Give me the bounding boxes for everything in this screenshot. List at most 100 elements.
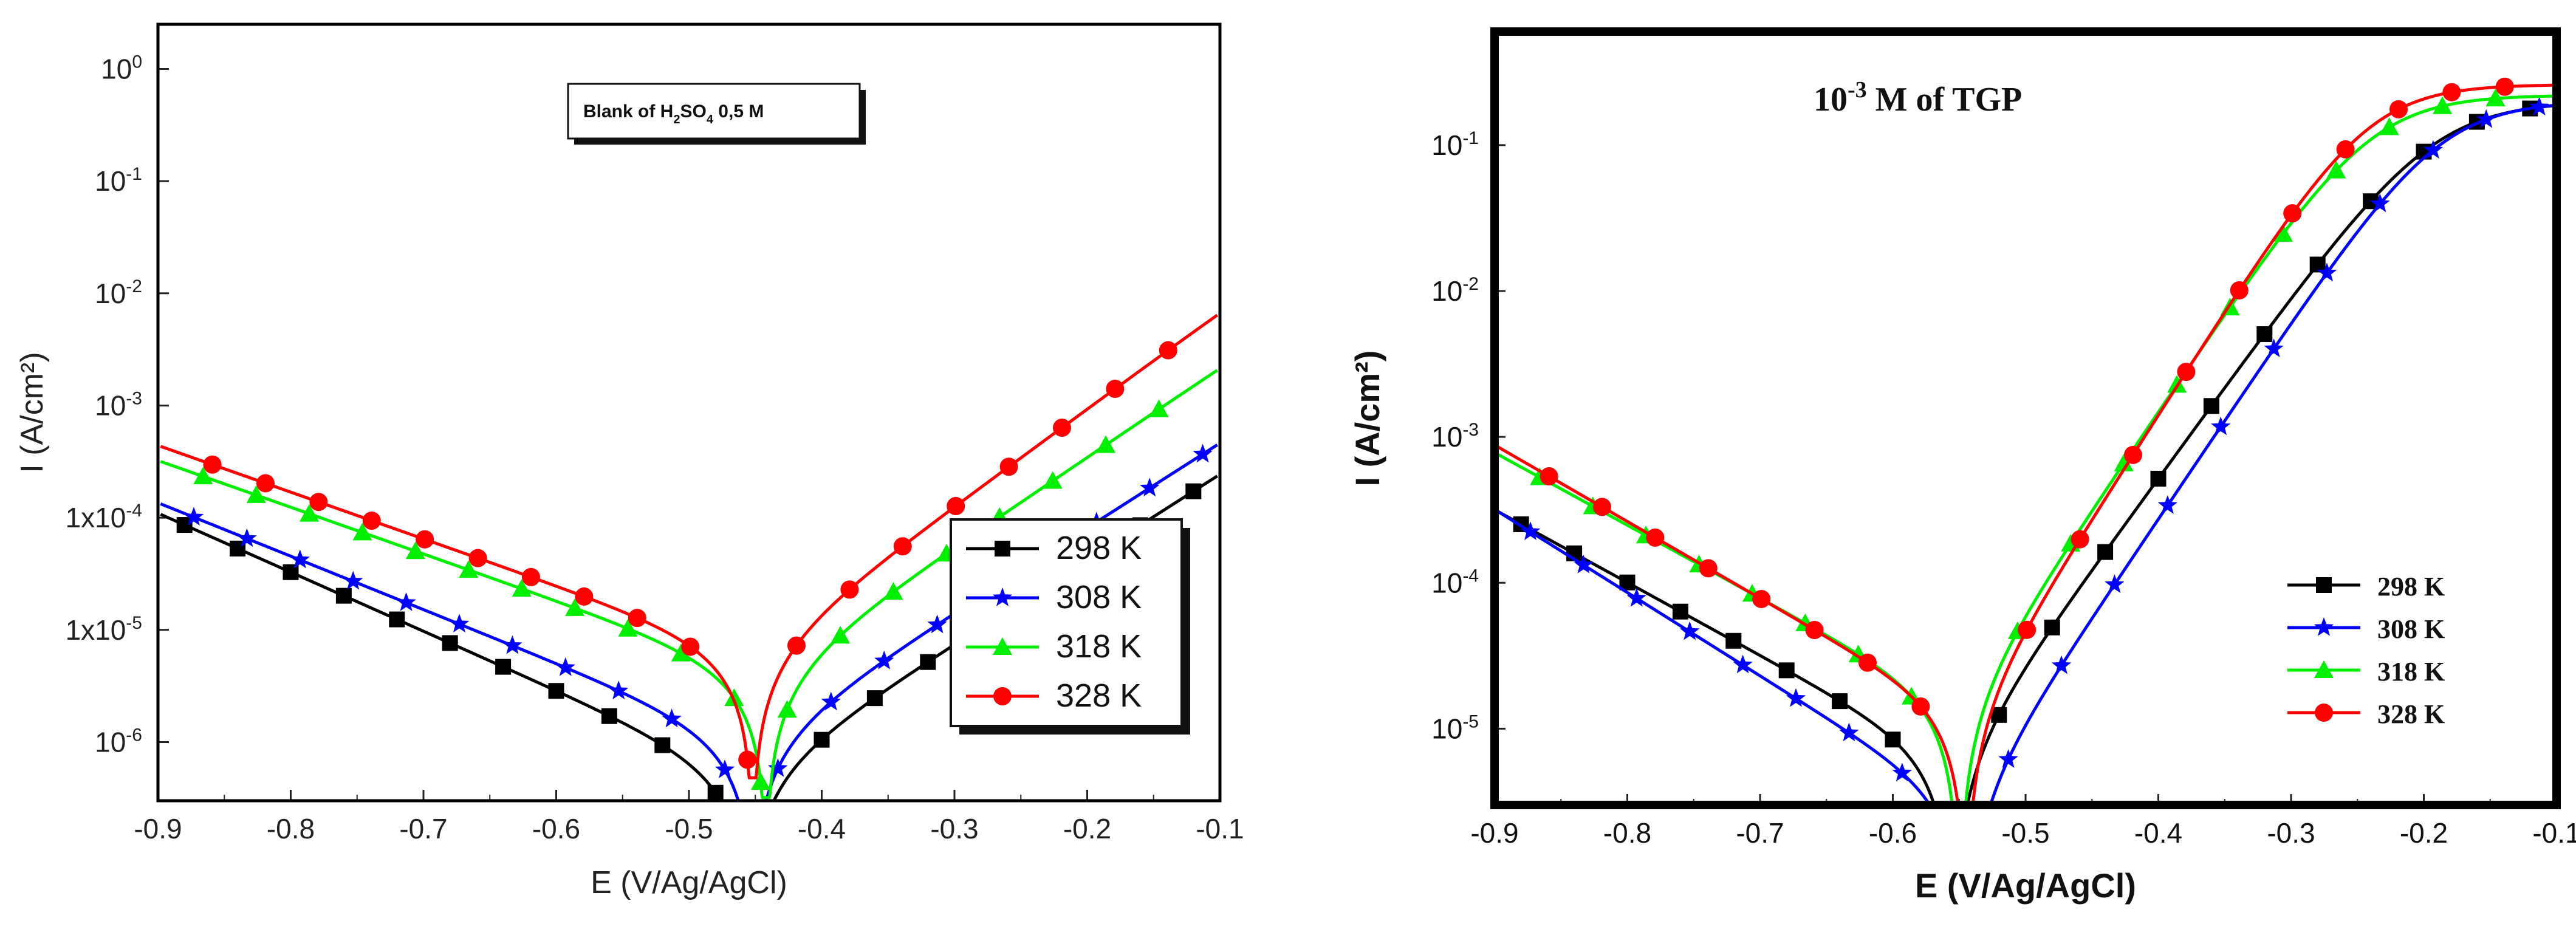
x-tick-label: -0.8 [267, 813, 315, 844]
legend-label: 328 K [2377, 699, 2445, 729]
data-point [1540, 467, 1558, 486]
data-point [1858, 653, 1877, 672]
plot-frame [156, 22, 1222, 803]
data-point [1885, 731, 1901, 748]
data-point [738, 838, 757, 857]
chart-panel-2: -0.9 -0.8 -0.7 -0.6 -0.5 -0.4 -0.3 -0.2 -0.1 10-1… [1348, 27, 2576, 905]
y-axis-title: I (A/cm²) [1348, 351, 1386, 487]
data-point [2105, 574, 2125, 594]
data-point [840, 580, 859, 599]
legend-marker [993, 687, 1012, 705]
data-point [1699, 559, 1718, 578]
data-point [1998, 749, 2018, 768]
data-point [1832, 693, 1848, 710]
x-axis-title: E (V/Ag/AgCl) [591, 865, 787, 900]
data-point [203, 455, 222, 474]
x-tick-label: -0.3 [2267, 817, 2315, 849]
data-point [2476, 109, 2496, 128]
data-point [256, 474, 275, 493]
data-point [831, 626, 851, 644]
legend-marker [995, 541, 1010, 557]
data-point [362, 511, 381, 530]
data-point [575, 587, 594, 606]
legend-marker [2315, 704, 2333, 722]
data-point [947, 496, 965, 515]
x-tick-label: -0.4 [2134, 817, 2182, 849]
data-point [777, 700, 797, 718]
data-point [2150, 470, 2167, 487]
y-tick-label: 100 [101, 52, 142, 84]
data-point [2097, 544, 2114, 560]
data-point [874, 650, 894, 670]
x-axis-title: E (V/Ag/AgCl) [1915, 866, 2136, 905]
data-point [1892, 762, 1912, 782]
data-point [2177, 363, 2196, 382]
annotation-text: Blank of H2SO4 0,5 M [583, 101, 764, 126]
data-point [2485, 89, 2506, 107]
data-point [618, 618, 638, 637]
legend-label: 318 K [2377, 657, 2445, 687]
data-point [1680, 621, 1700, 640]
y-tick-label: 10-5 [1431, 711, 1479, 744]
data-point [787, 636, 806, 655]
legend-marker [993, 637, 1012, 655]
legend-marker [2316, 577, 2332, 593]
data-point [2283, 204, 2302, 223]
y-tick-label: 10-3 [1431, 420, 1479, 453]
legend: 298 K 308 K 318 K 328 K [2287, 572, 2445, 729]
data-point [2423, 140, 2443, 159]
data-point [628, 609, 646, 628]
data-point [1140, 478, 1160, 497]
data-point [2433, 96, 2453, 114]
data-point [1778, 662, 1795, 679]
legend-marker [2314, 617, 2334, 636]
x-tick-label: -0.1 [2532, 817, 2576, 849]
data-point [750, 772, 770, 790]
data-point [565, 598, 585, 616]
data-point [1752, 589, 1771, 608]
data-point [1592, 498, 1611, 516]
data-point [1951, 819, 1970, 837]
legend: 298 K 308 K 318 K 328 K [950, 518, 1190, 735]
data-point [1043, 471, 1063, 489]
legend-marker [2314, 660, 2334, 678]
data-point [1911, 697, 1930, 716]
data-point [1193, 444, 1213, 463]
data-point [405, 541, 425, 560]
data-point [1646, 528, 1665, 547]
data-point [502, 635, 522, 654]
data-point [2273, 224, 2293, 242]
x-tick-label: -0.2 [1063, 813, 1111, 844]
data-point [821, 691, 841, 711]
data-point [2529, 97, 2549, 115]
y-tick-label: 10-4 [1431, 566, 1479, 598]
data-point [548, 683, 564, 699]
legend-label: 308 K [1056, 579, 1142, 615]
data-point [495, 659, 512, 675]
legend-label: 298 K [1056, 530, 1142, 566]
data-point [2495, 77, 2514, 96]
series-line-318-K [1496, 94, 2554, 805]
data-point [2211, 416, 2231, 436]
data-point [352, 522, 372, 541]
data-point [309, 493, 328, 512]
data-point [1991, 707, 2007, 723]
annotation-text: 10-3 M of TGP [1814, 77, 2022, 118]
y-tick-label: 10-2 [95, 276, 142, 309]
data-point [459, 560, 479, 578]
legend-label: 318 K [1056, 628, 1142, 665]
data-point [738, 750, 757, 769]
data-point [2326, 160, 2346, 179]
y-axis-title: I (A/cm²) [15, 352, 50, 473]
plot-frame [1490, 27, 2561, 809]
legend-box [950, 518, 1183, 727]
data-point [1839, 722, 1859, 742]
series-line-308-K [1496, 104, 2554, 805]
legend-marker [992, 587, 1013, 606]
data-point [2157, 495, 2177, 514]
data-point [999, 457, 1018, 476]
data-point [1159, 341, 1177, 360]
data-point [2264, 338, 2284, 357]
data-point [183, 507, 204, 526]
x-tick-label: -0.2 [2400, 817, 2448, 849]
